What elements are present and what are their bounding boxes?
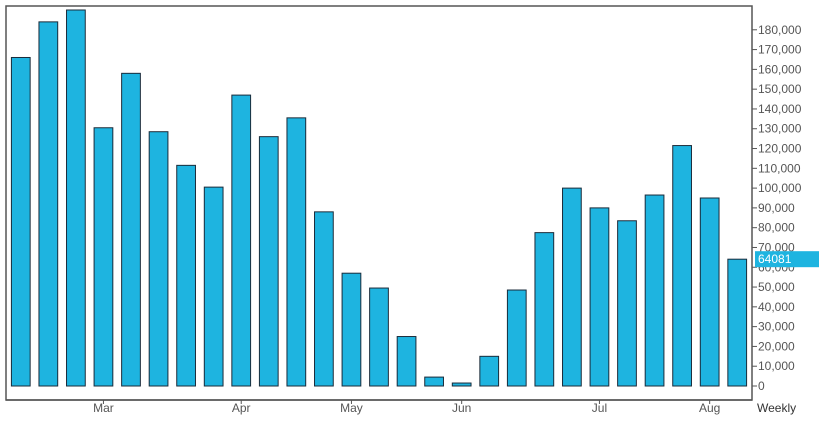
- y-tick-label-18: 180,000: [758, 23, 802, 37]
- bar-2: [66, 9, 86, 387]
- bar-16: [451, 382, 472, 387]
- y-tick-label-17: 170,000: [758, 43, 802, 57]
- bar-4: [121, 72, 141, 387]
- bar-19: [534, 232, 555, 387]
- y-tick-label-3: 30,000: [758, 320, 795, 334]
- x-month-label-apr: Apr: [232, 401, 251, 415]
- bar-12: [341, 272, 362, 387]
- x-month-label-may: May: [340, 401, 363, 415]
- y-tick-label-7: 70,000: [758, 240, 795, 254]
- bar-6: [176, 164, 196, 387]
- bar-17: [479, 355, 500, 387]
- bar-1: [38, 21, 59, 387]
- x-month-label-jun: Jun: [452, 401, 471, 415]
- weekly-bar-chart: 0 10,000 20,000 30,000 40,000 50,000 60,000 70,…: [5, 5, 819, 418]
- bar-3: [93, 127, 114, 387]
- bar-25: [699, 197, 720, 387]
- bar-10: [286, 117, 307, 387]
- y-tick-label-9: 90,000: [758, 201, 795, 215]
- last-value-badge: [755, 251, 819, 268]
- x-month-label-mar: Mar: [93, 401, 114, 415]
- bar-23: [644, 194, 665, 387]
- bar-24: [672, 145, 692, 387]
- period-label: Weekly: [757, 401, 796, 415]
- y-tick-label-11: 110,000: [758, 161, 801, 175]
- bar-9: [258, 136, 279, 387]
- bar-18: [506, 289, 527, 387]
- y-tick-label-5: 50,000: [758, 280, 795, 294]
- bar-11: [314, 211, 334, 387]
- x-axis-labels: Mar Apr May Jun Jul Aug: [93, 400, 720, 415]
- bar-7: [203, 186, 224, 387]
- bar-15: [424, 376, 444, 387]
- y-tick-label-2: 20,000: [758, 339, 795, 353]
- last-value-flag: 64081: [755, 251, 819, 268]
- bar-20: [562, 187, 582, 387]
- bar-13: [369, 287, 389, 387]
- bar-22: [617, 220, 637, 387]
- bar-5: [148, 131, 169, 387]
- y-tick-label-4: 40,000: [758, 300, 795, 314]
- x-month-label-aug: Aug: [699, 401, 720, 415]
- y-axis-ticks: 010,00020,00030,00040,00050,00060,00070,…: [752, 23, 802, 393]
- y-tick-label-14: 140,000: [758, 102, 802, 116]
- y-tick-label-13: 130,000: [758, 122, 802, 136]
- bar-26: [727, 258, 748, 387]
- y-tick-label-12: 120,000: [758, 142, 802, 156]
- y-tick-label-0: 0: [758, 379, 765, 393]
- y-tick-label-15: 150,000: [758, 82, 802, 96]
- y-tick-label-1: 10,000: [758, 359, 795, 373]
- bar-8: [231, 94, 252, 387]
- bar-14: [396, 336, 417, 387]
- bar-21: [589, 207, 610, 387]
- bars-layer: [10, 9, 748, 387]
- y-tick-label-16: 160,000: [758, 62, 802, 76]
- last-value-label: 64081: [758, 252, 792, 266]
- chart-svg: 010,00020,00030,00040,00050,00060,00070,…: [5, 5, 819, 415]
- bar-0: [10, 56, 31, 387]
- y-tick-label-10: 100,000: [758, 181, 802, 195]
- y-tick-label-8: 80,000: [758, 221, 795, 235]
- x-month-label-jul: Jul: [592, 401, 607, 415]
